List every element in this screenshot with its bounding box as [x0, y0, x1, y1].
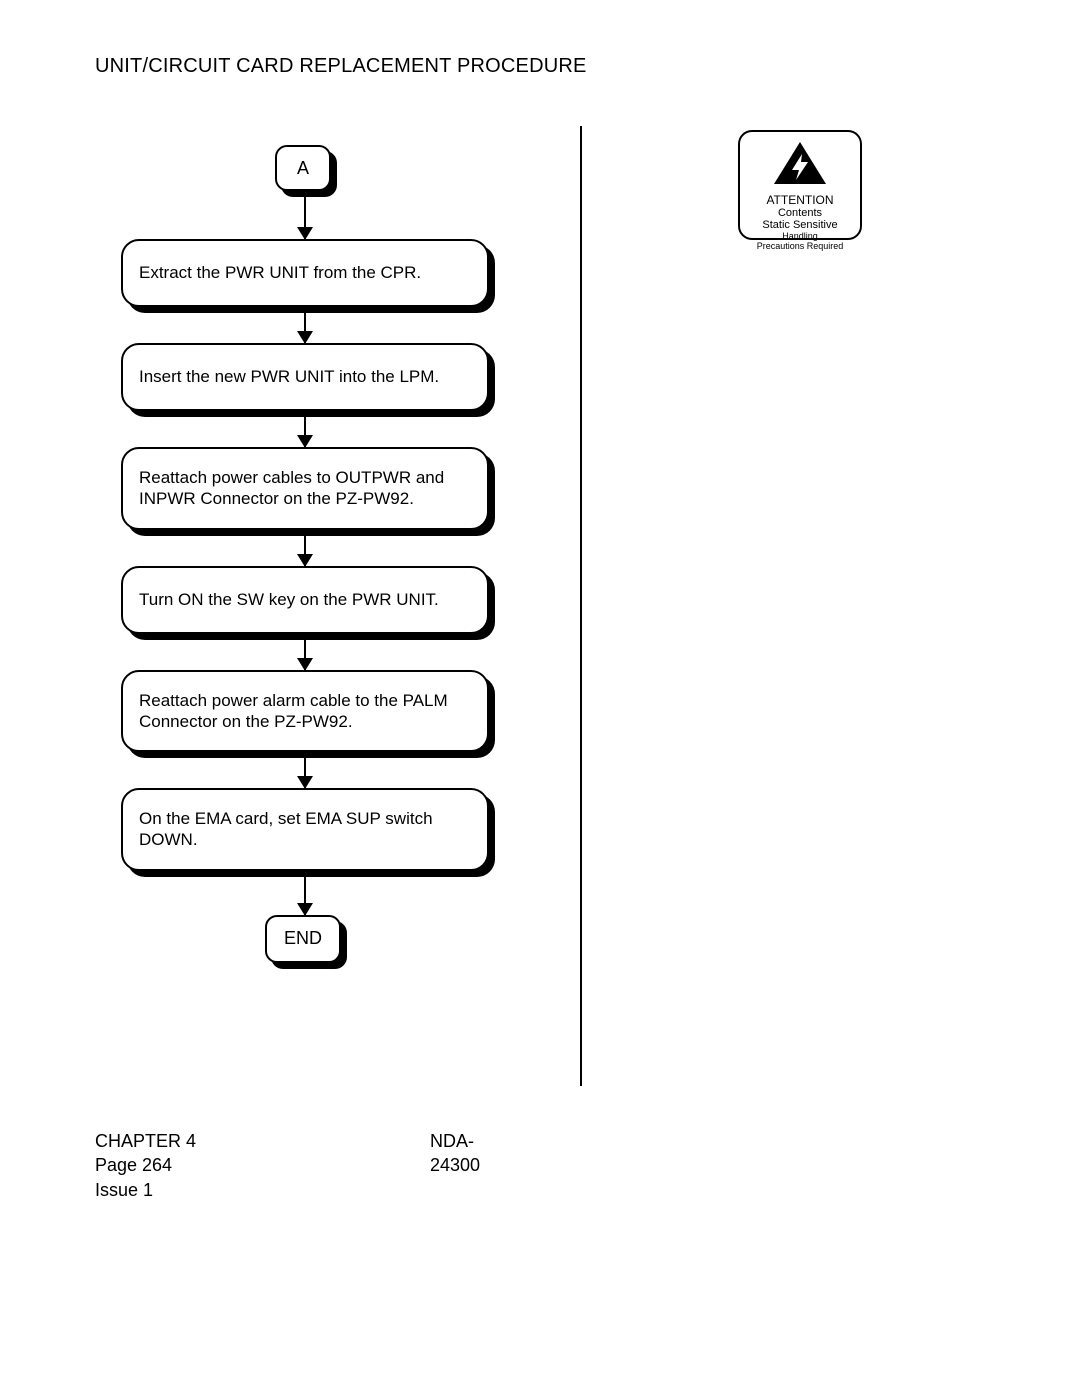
esd-line-5: Precautions Required: [740, 241, 860, 251]
page-footer: CHAPTER 4 Page 264 Issue 1 NDA-24300: [95, 1129, 515, 1202]
page-title: UNIT/CIRCUIT CARD REPLACEMENT PROCEDURE: [95, 55, 587, 78]
flow-step-text: Extract the PWR UNIT from the CPR.: [121, 239, 489, 307]
flowchart: A Extract the PWR UNIT from the CPR. Ins…: [110, 145, 500, 967]
esd-line-1: ATTENTION: [740, 193, 860, 207]
flow-step-6: On the EMA card, set EMA SUP switch DOWN…: [121, 788, 489, 871]
vertical-divider: [580, 126, 582, 1086]
flow-arrow: [304, 871, 306, 915]
flow-step-4: Turn ON the SW key on the PWR UNIT.: [121, 566, 489, 634]
flow-step-text: Reattach power cables to OUTPWR and INPW…: [121, 447, 489, 530]
flow-start-terminal: A: [275, 145, 335, 195]
flow-step-3: Reattach power cables to OUTPWR and INPW…: [121, 447, 489, 530]
flow-step-text: Reattach power alarm cable to the PALM C…: [121, 670, 489, 753]
flow-step-text: Insert the new PWR UNIT into the LPM.: [121, 343, 489, 411]
flow-step-text: Turn ON the SW key on the PWR UNIT.: [121, 566, 489, 634]
page: UNIT/CIRCUIT CARD REPLACEMENT PROCEDURE …: [0, 0, 1080, 1397]
esd-attention-badge: ATTENTION Contents Static Sensitive Hand…: [738, 130, 862, 240]
esd-line-4: Handling: [740, 231, 860, 241]
esd-triangle-icon: [772, 140, 828, 186]
esd-line-2: Contents: [740, 207, 860, 219]
flow-end-label: END: [265, 915, 341, 963]
flow-arrow: [304, 195, 306, 239]
flow-start-label: A: [275, 145, 331, 191]
flow-end-terminal: END: [265, 915, 345, 967]
footer-docnum: NDA-24300: [430, 1129, 515, 1178]
flow-step-5: Reattach power alarm cable to the PALM C…: [121, 670, 489, 753]
flow-step-text: On the EMA card, set EMA SUP switch DOWN…: [121, 788, 489, 871]
flow-step-2: Insert the new PWR UNIT into the LPM.: [121, 343, 489, 411]
footer-issue: Issue 1: [95, 1178, 515, 1202]
esd-line-3: Static Sensitive: [740, 219, 860, 231]
flow-step-1: Extract the PWR UNIT from the CPR.: [121, 239, 489, 307]
